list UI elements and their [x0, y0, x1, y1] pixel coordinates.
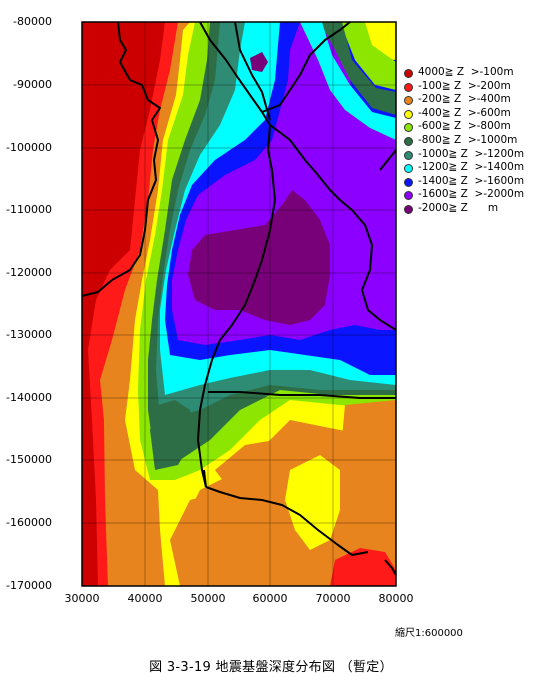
zone-ne-green [340, 22, 396, 90]
legend-swatch-icon [404, 150, 413, 160]
legend-swatch-icon [404, 164, 413, 174]
y-tick-label: -130000 [6, 328, 52, 341]
y-tick-label: -110000 [6, 203, 52, 216]
y-tick-label: -170000 [6, 579, 52, 592]
legend-swatch-icon [404, 69, 413, 78]
legend-label: -800≧ Z >-1000m [418, 133, 518, 146]
map-frame [81, 21, 397, 587]
zone-purple [188, 190, 330, 325]
legend-swatch-icon [404, 82, 413, 92]
legend-swatch-icon [404, 204, 413, 214]
legend-swatch-icon [404, 96, 413, 106]
legend-label: -1000≧ Z >-1200m [418, 147, 525, 160]
y-tick-label: -100000 [6, 141, 52, 154]
legend-label: -2000≧ Z m [418, 201, 499, 214]
zone-purple-small [250, 52, 268, 72]
legend-label: -100≧ Z >-200m [418, 79, 511, 92]
legend-label: -1600≧ Z >-2000m [418, 188, 525, 201]
y-tick-label: -150000 [6, 453, 52, 466]
zone-ne-cyan [300, 22, 396, 140]
zone-se-yellow [285, 455, 340, 550]
legend-label: -1400≧ Z >-1600m [418, 174, 525, 187]
zone-sw-darkgreen [150, 400, 192, 470]
legend-swatch-icon [404, 109, 413, 119]
x-tick-label: 70000 [315, 592, 351, 605]
legend-label: -600≧ Z >-800m [418, 120, 511, 133]
y-tick-label: -80000 [13, 15, 52, 28]
y-tick-label: -140000 [6, 391, 52, 404]
legend-label: -400≧ Z >-600m [418, 106, 511, 119]
prefecture-boundaries [81, 21, 397, 576]
y-tick-label: -90000 [13, 78, 52, 91]
legend-swatch-icon [404, 191, 413, 201]
y-tick-label: -160000 [6, 516, 52, 529]
zone-s-red [330, 548, 396, 586]
zone-ne-darkgreen [320, 22, 396, 115]
zone-s-orange [170, 490, 345, 586]
legend-label: -200≧ Z >-400m [418, 93, 511, 106]
legend-label: 4000≧ Z >-100m [418, 66, 514, 78]
legend-swatch-icon [404, 136, 413, 146]
y-tick-label: -120000 [6, 266, 52, 279]
legend-label: -1200≧ Z >-1400m [418, 161, 525, 174]
x-tick-label: 40000 [127, 592, 163, 605]
zone-ne-yellow [360, 22, 396, 60]
x-tick-label: 30000 [64, 592, 100, 605]
zone-s-orange2 [215, 440, 290, 490]
x-tick-label: 80000 [378, 592, 414, 605]
x-tick-label: 60000 [252, 592, 288, 605]
grid [82, 22, 396, 586]
scale-label: 縮尺1:600000 [395, 628, 463, 639]
x-tick-label: 50000 [190, 592, 226, 605]
legend-swatch-icon [404, 123, 413, 133]
legend-swatch-icon [404, 177, 413, 187]
figure-caption: 図 3-3-19 地震基盤深度分布図 （暫定） [149, 660, 393, 675]
zone-se-orange [340, 400, 396, 586]
